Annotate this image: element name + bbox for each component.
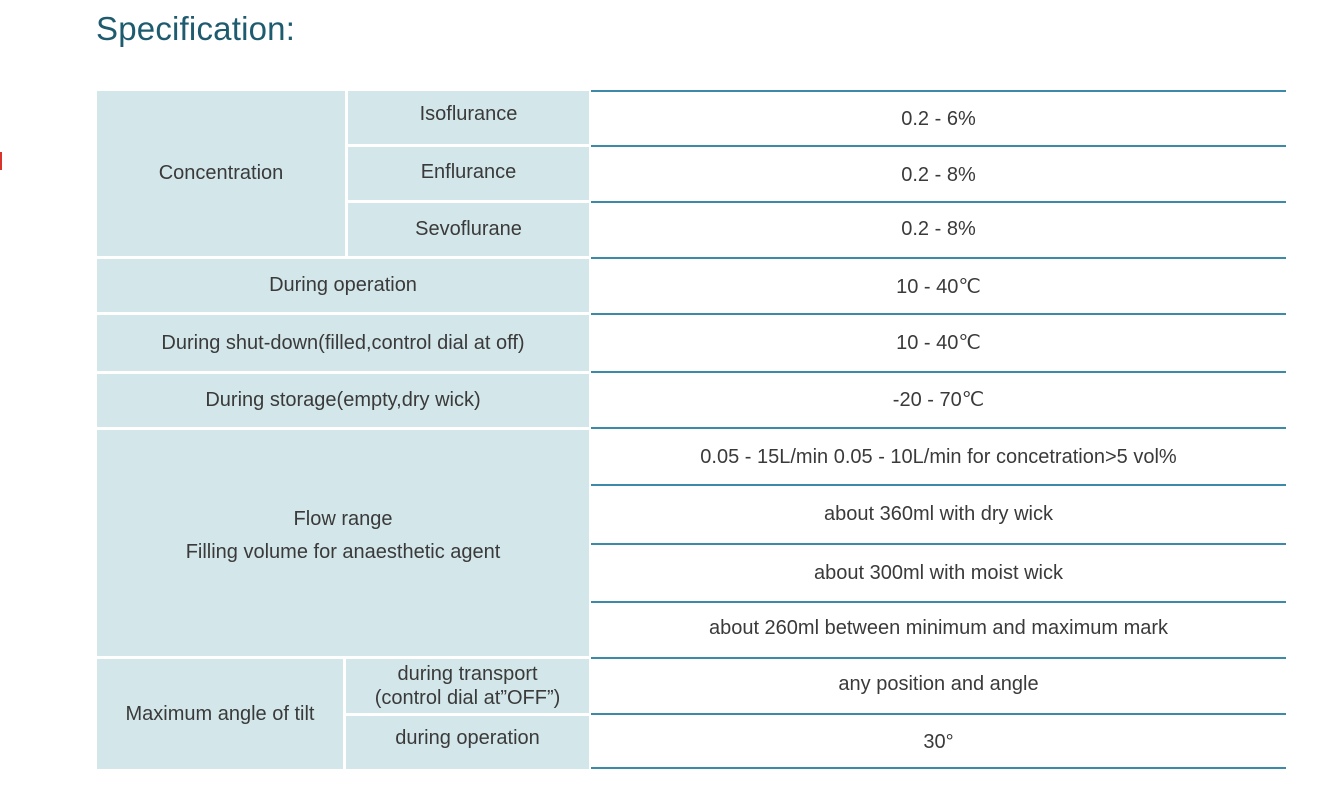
temp-label-storage: During storage(empty,dry wick) <box>97 374 589 427</box>
flow-label: Flow range Filling volume for anaestheti… <box>97 430 589 656</box>
tilt-transport-line2: (control dial at”OFF”) <box>374 687 561 709</box>
fill-value-min-max: about 260ml between minimum and maximum … <box>591 603 1286 653</box>
row-divider <box>591 257 1286 259</box>
row-divider <box>591 657 1286 659</box>
row-divider <box>591 601 1286 603</box>
tilt-transport-line1: during transport <box>397 663 538 685</box>
tilt-label: Maximum angle of tilt <box>97 659 343 769</box>
concentration-value-enflurance: 0.2 - 8% <box>591 148 1286 202</box>
temp-value-shutdown: 10 - 40℃ <box>591 316 1286 371</box>
filling-volume-label: Filling volume for anaesthetic agent <box>185 541 501 563</box>
concentration-label: Concentration <box>97 91 345 256</box>
row-divider <box>591 201 1286 203</box>
tilt-value-transport: any position and angle <box>591 660 1286 709</box>
temp-label-shutdown: During shut-down(filled,control dial at … <box>97 315 589 371</box>
temp-value-storage: -20 - 70℃ <box>591 374 1286 427</box>
row-divider <box>591 427 1286 429</box>
agent-enflurance: Enflurance <box>348 147 589 200</box>
fill-value-dry-wick: about 360ml with dry wick <box>591 486 1286 542</box>
row-divider <box>591 543 1286 545</box>
page-title: Specification: <box>96 10 296 47</box>
row-divider <box>591 313 1286 315</box>
edge-marker <box>0 152 2 170</box>
agent-isoflurance: Isoflurance <box>348 91 589 144</box>
tilt-operation-label: during operation <box>346 716 589 769</box>
temp-value-operation: 10 - 40℃ <box>591 260 1286 314</box>
tilt-transport-label: during transport (control dial at”OFF”) <box>346 659 589 713</box>
temp-label-operation: During operation <box>97 259 589 312</box>
concentration-value-sevoflurane: 0.2 - 8% <box>591 204 1286 254</box>
agent-sevoflurane: Sevoflurane <box>348 203 589 256</box>
row-divider <box>591 90 1286 92</box>
flow-range-label: Flow range <box>293 508 393 530</box>
flow-value-range: 0.05 - 15L/min 0.05 - 10L/min for concet… <box>591 430 1286 484</box>
tilt-value-operation: 30° <box>591 716 1286 768</box>
row-divider <box>591 371 1286 373</box>
fill-value-moist-wick: about 300ml with moist wick <box>591 545 1286 601</box>
concentration-value-isoflurance: 0.2 - 6% <box>591 92 1286 146</box>
row-divider <box>591 484 1286 486</box>
row-divider <box>591 145 1286 147</box>
row-divider <box>591 767 1286 769</box>
row-divider <box>591 713 1286 715</box>
